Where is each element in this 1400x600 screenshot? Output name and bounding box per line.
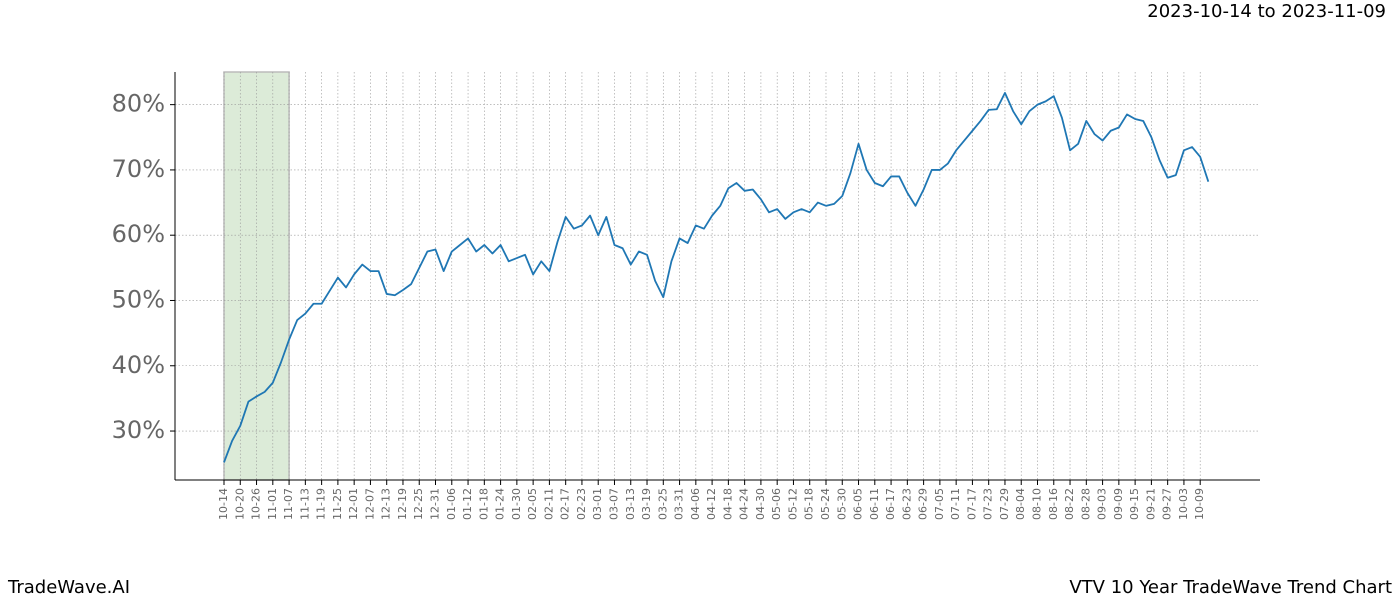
x-tick-label: 01-30 — [510, 488, 523, 520]
x-tick-label: 06-11 — [868, 488, 881, 520]
y-tick-label: 60% — [112, 220, 165, 248]
y-tick-label: 50% — [112, 285, 165, 313]
x-tick-label: 01-24 — [494, 488, 507, 520]
x-tick-label: 07-29 — [998, 488, 1011, 520]
x-tick-label: 12-07 — [363, 488, 376, 520]
x-tick-label: 02-23 — [575, 488, 588, 520]
trend-line — [223, 91, 1210, 463]
x-tick-label: 07-11 — [949, 488, 962, 520]
x-tick-label: 05-06 — [770, 488, 783, 520]
x-tick-label: 01-12 — [461, 488, 474, 520]
x-tick-label: 03-01 — [591, 488, 604, 520]
x-tick-label: 11-07 — [282, 488, 295, 520]
x-tick-label: 08-16 — [1047, 488, 1060, 520]
x-tick-label: 07-23 — [982, 488, 995, 520]
x-tick-label: 03-25 — [656, 488, 669, 520]
x-tick-label: 04-30 — [754, 488, 767, 520]
x-tick-label: 03-07 — [607, 488, 620, 520]
x-tick-label: 02-11 — [542, 488, 555, 520]
x-tick-label: 11-01 — [266, 488, 279, 520]
x-tick-label: 08-10 — [1031, 488, 1044, 520]
x-tick-label: 09-09 — [1112, 488, 1125, 520]
x-tick-label: 08-04 — [1014, 488, 1027, 520]
x-tick-label: 05-12 — [786, 488, 799, 520]
date-range: 2023-10-14 to 2023-11-09 — [1147, 1, 1386, 22]
x-tick-label: 12-13 — [380, 488, 393, 520]
x-tick-label: 07-05 — [933, 488, 946, 520]
y-tick-label: 70% — [112, 155, 165, 183]
x-tick-label: 10-14 — [217, 488, 230, 520]
x-tick-label: 10-03 — [1177, 488, 1190, 520]
x-tick-label: 09-21 — [1144, 488, 1157, 520]
x-tick-label: 06-05 — [852, 488, 865, 520]
x-tick-label: 04-06 — [689, 488, 702, 520]
x-tick-label: 11-13 — [298, 488, 311, 520]
x-tick-label: 08-22 — [1063, 488, 1076, 520]
x-tick-label: 01-06 — [445, 488, 458, 520]
x-tick-label: 05-24 — [819, 488, 832, 520]
x-tick-label: 02-17 — [559, 488, 572, 520]
x-tick-label: 07-17 — [965, 488, 978, 520]
x-tick-label: 10-20 — [233, 488, 246, 520]
x-tick-label: 09-03 — [1096, 488, 1109, 520]
x-tick-label: 06-23 — [900, 488, 913, 520]
x-tick-label: 12-25 — [412, 488, 425, 520]
x-tick-label: 04-24 — [738, 488, 751, 520]
x-tick-label: 12-01 — [347, 488, 360, 520]
y-tick-label: 30% — [112, 416, 165, 444]
y-tick-label: 80% — [112, 90, 165, 118]
x-tick-label: 10-26 — [250, 488, 263, 520]
x-tick-label: 12-31 — [429, 488, 442, 520]
brand: TradeWave.AI — [7, 577, 130, 598]
x-tick-label: 11-25 — [331, 488, 344, 520]
x-tick-label: 06-29 — [917, 488, 930, 520]
x-tick-label: 06-17 — [884, 488, 897, 520]
x-tick-label: 09-27 — [1161, 488, 1174, 520]
x-tick-label: 08-28 — [1079, 488, 1092, 520]
x-tick-label: 04-18 — [721, 488, 734, 520]
x-tick-label: 12-19 — [396, 488, 409, 520]
chart-title: VTV 10 Year TradeWave Trend Chart — [1069, 577, 1392, 598]
x-tick-label: 05-18 — [803, 488, 816, 520]
x-tick-label: 09-15 — [1128, 488, 1141, 520]
x-tick-label: 03-19 — [640, 488, 653, 520]
x-tick-label: 04-12 — [705, 488, 718, 520]
x-tick-label: 03-31 — [673, 488, 686, 520]
x-tick-label: 10-09 — [1193, 488, 1206, 520]
x-tick-label: 03-13 — [624, 488, 637, 520]
x-tick-label: 02-05 — [526, 488, 539, 520]
y-tick-label: 40% — [112, 351, 165, 379]
x-tick-label: 01-18 — [477, 488, 490, 520]
x-tick-label: 05-30 — [835, 488, 848, 520]
x-tick-label: 11-19 — [315, 488, 328, 520]
